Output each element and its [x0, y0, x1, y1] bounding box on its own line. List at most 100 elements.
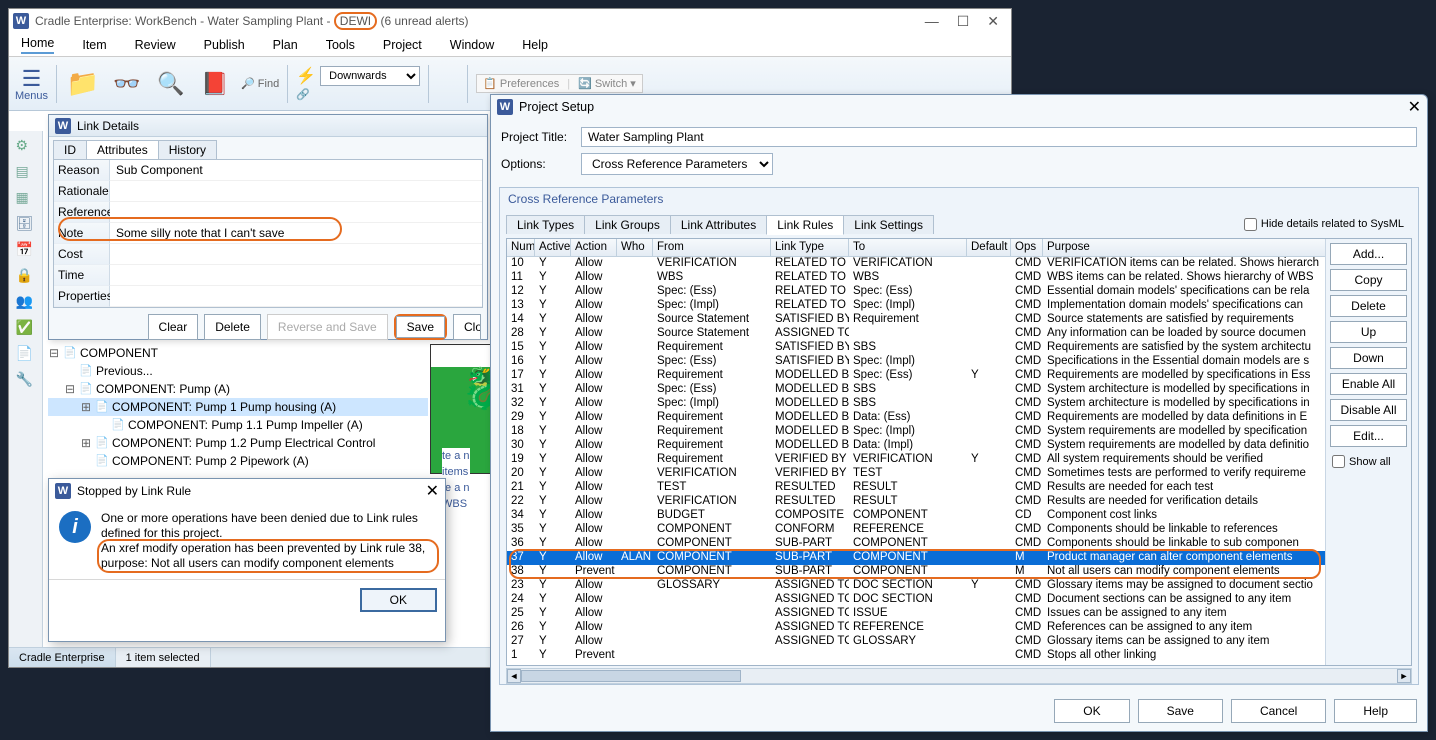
calendar-icon[interactable]: 📅: [16, 241, 36, 261]
menus-icon[interactable]: ☰: [22, 66, 42, 92]
folder-icon[interactable]: 📁: [65, 66, 101, 102]
book-icon[interactable]: 📕: [197, 66, 233, 102]
table-row[interactable]: 25YAllowASSIGNED TOISSUECMDIssues can be…: [507, 607, 1325, 621]
table-row[interactable]: 20YAllowVERIFICATIONVERIFIED BYTESTCMDSo…: [507, 467, 1325, 481]
table-row[interactable]: 15YAllowRequirementSATISFIED BYSBSCMDReq…: [507, 341, 1325, 355]
menu-project[interactable]: Project: [383, 38, 422, 52]
scroll-left-icon[interactable]: ◄: [507, 669, 521, 683]
project-title-input[interactable]: [581, 127, 1417, 147]
direction-select[interactable]: Downwards: [320, 66, 420, 86]
table-row[interactable]: 28YAllowSource StatementASSIGNED TOCMDAn…: [507, 327, 1325, 341]
subtab-link-rules[interactable]: Link Rules: [766, 215, 844, 235]
close-icon[interactable]: ✕: [426, 481, 439, 501]
rationale-value[interactable]: [110, 181, 482, 202]
table-row[interactable]: 29YAllowRequirementMODELLED BYData: (Ess…: [507, 411, 1325, 425]
delete-button[interactable]: Delete: [1330, 295, 1407, 317]
tree-row[interactable]: ⊞📄COMPONENT: Pump 1 Pump housing (A): [48, 398, 428, 416]
table-row[interactable]: 12YAllowSpec: (Ess)RELATED TOSpec: (Ess)…: [507, 285, 1325, 299]
check-icon[interactable]: ✅: [16, 319, 36, 339]
scroll-thumb[interactable]: [521, 670, 741, 682]
menu-plan[interactable]: Plan: [273, 38, 298, 52]
clear-button[interactable]: Clear: [148, 314, 199, 340]
help-button[interactable]: Help: [1334, 699, 1417, 723]
note-value[interactable]: Some silly note that I can't save: [110, 223, 482, 244]
ok-button[interactable]: OK: [360, 588, 437, 612]
tree-row[interactable]: 📄COMPONENT: Pump 1.1 Pump Impeller (A): [48, 416, 428, 434]
tree-row[interactable]: ⊟📄COMPONENT: [48, 344, 428, 362]
hide-sysml-check[interactable]: Hide details related to SysML: [1244, 218, 1412, 231]
menu-help[interactable]: Help: [522, 38, 548, 52]
close-icon[interactable]: ✕: [1408, 97, 1421, 117]
subtab-link-types[interactable]: Link Types: [506, 215, 585, 234]
table-row[interactable]: 36YAllowCOMPONENTSUB-PARTCOMPONENTCMDCom…: [507, 537, 1325, 551]
gear-icon[interactable]: ⚙: [16, 137, 36, 157]
scroll-right-icon[interactable]: ►: [1397, 669, 1411, 683]
switch-link[interactable]: 🔄 Switch ▾: [578, 77, 636, 90]
table-row[interactable]: 38YPreventCOMPONENTSUB-PARTCOMPONENTMNot…: [507, 565, 1325, 579]
tab-attributes[interactable]: Attributes: [86, 140, 159, 160]
menu-publish[interactable]: Publish: [204, 38, 245, 52]
ok-button[interactable]: OK: [1054, 699, 1129, 723]
reason-value[interactable]: Sub Component: [110, 160, 482, 181]
table-row[interactable]: 11YAllowWBSRELATED TOWBSCMDWBS items can…: [507, 271, 1325, 285]
tree-row[interactable]: 📄Previous...: [48, 362, 428, 380]
edit-button[interactable]: Edit...: [1330, 425, 1407, 447]
properties-value[interactable]: [110, 286, 482, 307]
group-icon[interactable]: 👥: [16, 293, 36, 313]
tree-row[interactable]: ⊟📄COMPONENT: Pump (A): [48, 380, 428, 398]
down-button[interactable]: Down: [1330, 347, 1407, 369]
wrench-icon[interactable]: 🔧: [16, 371, 36, 391]
expand-icon[interactable]: ⊞: [80, 400, 92, 414]
table-row[interactable]: 13YAllowSpec: (Impl)RELATED TOSpec: (Imp…: [507, 299, 1325, 313]
table-row[interactable]: 26YAllowASSIGNED TOREFERENCECMDReference…: [507, 621, 1325, 635]
table-row[interactable]: 10YAllowVERIFICATIONRELATED TOVERIFICATI…: [507, 257, 1325, 271]
up-button[interactable]: Up: [1330, 321, 1407, 343]
close-button[interactable]: Clo: [453, 314, 481, 340]
tab-history[interactable]: History: [158, 140, 217, 159]
maximize-icon[interactable]: ☐: [957, 13, 970, 30]
tree-row[interactable]: 📄COMPONENT: Pump 2 Pipework (A): [48, 452, 428, 470]
grid-body[interactable]: 10YAllowVERIFICATIONRELATED TOVERIFICATI…: [507, 257, 1325, 663]
table-row[interactable]: 23YAllowGLOSSARYASSIGNED TODOC SECTIONYC…: [507, 579, 1325, 593]
save-button[interactable]: Save: [1138, 699, 1223, 723]
subtab-link-groups[interactable]: Link Groups: [584, 215, 671, 234]
copy-button[interactable]: Copy: [1330, 269, 1407, 291]
subtab-link-attributes[interactable]: Link Attributes: [670, 215, 767, 234]
menu-review[interactable]: Review: [135, 38, 176, 52]
link-icon[interactable]: 🔗: [296, 88, 310, 101]
save-button[interactable]: Save: [396, 316, 445, 338]
close-icon[interactable]: ✕: [987, 13, 999, 30]
expand-icon[interactable]: ⊞: [80, 436, 92, 450]
binoculars-icon[interactable]: 👓: [109, 66, 145, 102]
tree-row[interactable]: ⊞📄COMPONENT: Pump 1.2 Pump Electrical Co…: [48, 434, 428, 452]
grid-icon[interactable]: ▦: [16, 189, 36, 209]
table-row[interactable]: 30YAllowRequirementMODELLED BYData: (Imp…: [507, 439, 1325, 453]
time-value[interactable]: [110, 265, 482, 286]
subtab-link-settings[interactable]: Link Settings: [843, 215, 934, 234]
table-row[interactable]: 31YAllowSpec: (Ess)MODELLED BYSBSCMDSyst…: [507, 383, 1325, 397]
options-select[interactable]: Cross Reference Parameters: [581, 153, 773, 175]
lock-icon[interactable]: 🔒: [16, 267, 36, 287]
hscrollbar[interactable]: ◄ ►: [506, 668, 1412, 684]
table-row[interactable]: 21YAllowTESTRESULTEDRESULTCMDResults are…: [507, 481, 1325, 495]
cancel-button[interactable]: Cancel: [1231, 699, 1326, 723]
minimize-icon[interactable]: —: [925, 13, 939, 30]
table-row[interactable]: 27YAllowASSIGNED TOGLOSSARYCMDGlossary i…: [507, 635, 1325, 649]
menu-window[interactable]: Window: [450, 38, 494, 52]
show-all-check[interactable]: Show all: [1330, 455, 1407, 468]
search-icon[interactable]: 🔍: [153, 66, 189, 102]
table-row[interactable]: 34YAllowBUDGETCOMPOSITECOMPONENTCDCompon…: [507, 509, 1325, 523]
menu-item[interactable]: Item: [82, 38, 106, 52]
table-row[interactable]: 16YAllowSpec: (Ess)SATISFIED BYSpec: (Im…: [507, 355, 1325, 369]
cost-value[interactable]: [110, 244, 482, 265]
menu-tools[interactable]: Tools: [326, 38, 355, 52]
table-row[interactable]: 22YAllowVERIFICATIONRESULTEDRESULTCMDRes…: [507, 495, 1325, 509]
find-label[interactable]: 🔎 Find: [241, 77, 279, 90]
table-row[interactable]: 18YAllowRequirementMODELLED BYSpec: (Imp…: [507, 425, 1325, 439]
tab-id[interactable]: ID: [53, 140, 87, 159]
delete-button[interactable]: Delete: [204, 314, 261, 340]
table-row[interactable]: 24YAllowASSIGNED TODOC SECTIONCMDDocumen…: [507, 593, 1325, 607]
table-row[interactable]: 19YAllowRequirementVERIFIED BYVERIFICATI…: [507, 453, 1325, 467]
lightning-icon[interactable]: ⚡: [296, 66, 316, 86]
doc-icon[interactable]: 📄: [16, 345, 36, 365]
